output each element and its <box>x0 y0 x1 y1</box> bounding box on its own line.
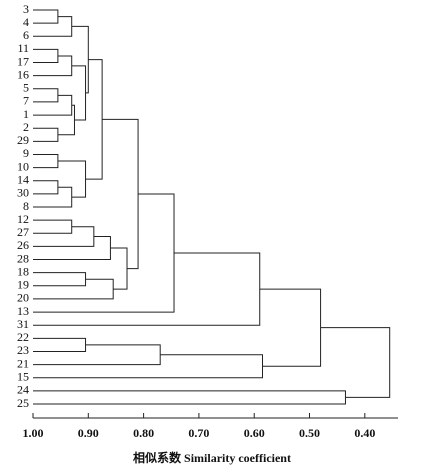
x-tick-label: 0.50 <box>299 426 320 440</box>
leaf-label: 30 <box>17 186 29 200</box>
leaf-label: 19 <box>17 278 29 292</box>
link <box>33 153 59 169</box>
leaf-label: 29 <box>17 133 29 147</box>
x-tick-label: 0.40 <box>354 426 375 440</box>
leaf-label: 9 <box>23 146 29 160</box>
leaf-label: 3 <box>23 2 29 16</box>
link <box>33 186 73 208</box>
link <box>33 278 114 300</box>
leaf-label: 4 <box>23 15 29 29</box>
link <box>33 252 261 326</box>
leaf-label: 21 <box>17 356 29 370</box>
link <box>33 344 161 366</box>
leaf-label: 20 <box>17 291 29 305</box>
leaf-label: 14 <box>17 172 29 186</box>
link <box>33 337 87 352</box>
leaf-label: 7 <box>23 94 29 108</box>
link <box>33 236 111 261</box>
link <box>33 127 59 142</box>
leaf-label: 18 <box>17 264 29 278</box>
leaf-label: 15 <box>17 369 29 383</box>
link <box>33 390 346 405</box>
leaf-label: 5 <box>23 81 29 95</box>
link <box>33 180 59 195</box>
leaf-label: 28 <box>17 251 29 265</box>
leaf-label: 10 <box>17 159 29 173</box>
leaf-label: 13 <box>17 304 29 318</box>
link <box>33 219 73 234</box>
x-tick-label: 1.00 <box>23 426 44 440</box>
leaf-label: 25 <box>17 396 29 410</box>
leaf-label: 16 <box>17 67 29 81</box>
link <box>71 25 89 94</box>
link <box>259 288 322 367</box>
leaf-label: 1 <box>23 107 29 121</box>
leaf-label: 31 <box>17 317 29 331</box>
leaf-label: 8 <box>23 199 29 213</box>
link <box>33 193 175 313</box>
link <box>33 9 59 24</box>
link <box>33 16 73 37</box>
leaf-label: 2 <box>23 120 29 134</box>
link <box>33 88 59 103</box>
leaf-label: 17 <box>17 54 29 68</box>
x-tick-label: 0.90 <box>78 426 99 440</box>
link <box>71 65 87 121</box>
x-tick-label: 0.70 <box>188 426 209 440</box>
leaf-label: 22 <box>17 330 29 344</box>
leaf-label: 12 <box>17 212 29 226</box>
link <box>110 247 128 290</box>
link <box>320 327 391 398</box>
link <box>33 94 73 116</box>
leaf-label: 6 <box>23 28 29 42</box>
x-axis-label: 相似系数 Similarity coefficient <box>133 450 291 465</box>
link <box>33 55 73 77</box>
link <box>102 118 139 270</box>
link <box>33 48 59 64</box>
x-tick-label: 0.80 <box>133 426 154 440</box>
x-tick-label: 0.60 <box>244 426 265 440</box>
leaf-label: 24 <box>17 383 29 397</box>
leaf-label: 27 <box>17 225 29 239</box>
link <box>33 272 87 287</box>
link <box>33 226 95 247</box>
leaf-label: 11 <box>17 41 29 55</box>
link <box>33 354 264 379</box>
leaf-label: 23 <box>17 343 29 357</box>
leaf-label: 26 <box>17 238 29 252</box>
